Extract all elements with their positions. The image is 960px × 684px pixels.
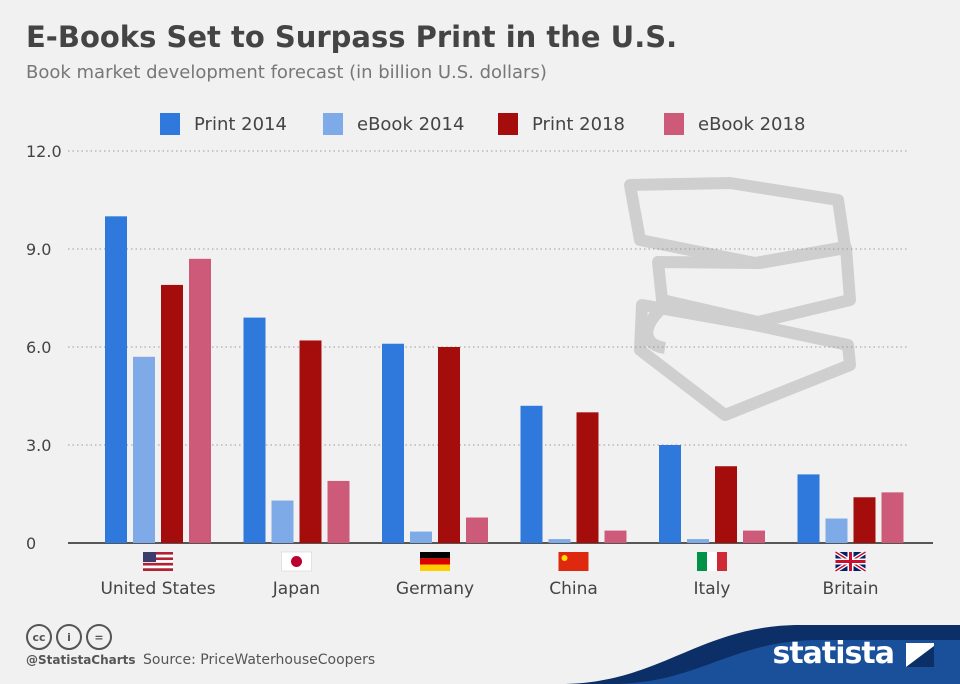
bar [881,492,904,543]
bar [520,405,543,543]
no-derivatives-icon: = [86,624,112,650]
us-flag-icon [143,552,173,571]
x-tick-label: Japan [272,579,320,599]
footer-wave-light [610,640,960,684]
bar [715,466,737,543]
bar [743,530,765,543]
bar [327,480,350,543]
attribution-icon: i [56,624,82,650]
y-tick-label: 6.0 [26,338,51,357]
bar [825,518,848,543]
y-tick-label: 0 [26,534,36,553]
legend-item: Print 2018 [498,110,625,138]
creative-commons-icon: cc [26,624,52,650]
chart-subtitle: Book market development forecast (in bil… [26,62,547,83]
bar [410,531,432,543]
bar [382,343,404,543]
germany-flag-icon [420,552,450,571]
japan-flag-icon [281,551,312,572]
bar [133,356,155,543]
license-icons: cc i = [26,624,112,650]
legend-item: eBook 2014 [323,110,464,138]
italy-flag-icon [697,552,727,571]
chart-legend: Print 2014 eBook 2014 Print 2018 eBook 2018 [0,110,960,138]
x-tick-label: United States [100,579,215,599]
bar [243,317,266,543]
x-tick-label: Britain [823,579,879,599]
legend-swatch [498,113,518,135]
x-tick-label: Italy [694,579,731,599]
chart-title: E-Books Set to Surpass Print in the U.S. [26,20,678,54]
bar [687,539,709,543]
bar [797,474,820,543]
britain-flag-icon [834,550,867,573]
legend-label: eBook 2018 [698,113,806,135]
bar [271,500,294,543]
bar [576,412,599,543]
bar [466,517,488,543]
legend-label: Print 2014 [194,113,287,135]
bar [659,445,681,543]
bar [299,340,322,543]
y-tick-label: 3.0 [26,436,51,455]
bar [604,530,627,543]
legend-swatch [664,113,684,135]
china-flag-icon [558,552,589,571]
bar [548,539,571,543]
bar [189,258,211,543]
y-tick-label: 12.0 [26,142,62,161]
x-tick-label: Germany [396,579,474,599]
bar [105,216,127,544]
legend-swatch [323,113,343,135]
y-tick-label: 9.0 [26,240,51,259]
source-note: Source: PriceWaterhouseCoopers [143,652,376,668]
legend-item: eBook 2018 [664,110,805,138]
statista-handle: @StatistaCharts [26,653,136,667]
legend-item: Print 2014 [160,110,287,138]
bar [161,284,183,543]
legend-swatch [160,113,180,135]
legend-label: Print 2018 [532,113,625,135]
books-illustration [624,177,856,421]
statista-logo: statista [772,636,895,671]
bar [853,497,876,543]
x-tick-label: China [549,579,598,599]
bar [438,347,460,543]
legend-label: eBook 2014 [357,113,465,135]
